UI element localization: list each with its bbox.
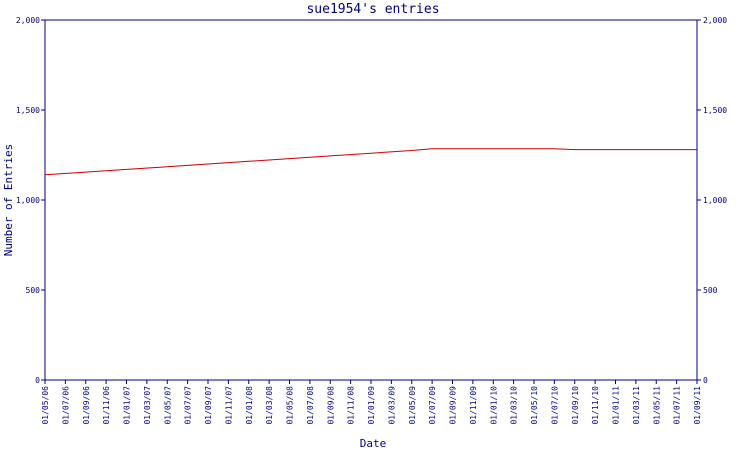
x-tick-label: 01/01/09	[367, 386, 376, 425]
y-tick-label-left: 2,000	[16, 16, 40, 25]
y-tick-label-right: 2,000	[703, 16, 727, 25]
y-axis-title: Number of Entries	[2, 144, 15, 257]
series-layer	[44, 148, 697, 176]
x-tick-label: 01/07/10	[550, 386, 559, 425]
x-tick-label: 01/03/09	[387, 386, 396, 425]
x-tick-label: 01/07/06	[61, 386, 70, 425]
x-tick-label: 01/01/10	[489, 386, 498, 425]
y-tick-label-right: 500	[703, 286, 718, 295]
x-tick-label: 01/05/08	[286, 386, 295, 425]
x-tick-label: 01/05/10	[530, 386, 539, 425]
y-tick-label-left: 1,000	[16, 196, 40, 205]
x-tick-label: 01/03/07	[143, 386, 152, 425]
x-tick-label: 01/11/08	[347, 386, 356, 425]
x-tick-label: 01/07/09	[428, 386, 437, 425]
x-tick-label: 01/11/07	[224, 386, 233, 425]
series-line	[44, 148, 697, 176]
x-tick-label: 01/01/11	[612, 386, 621, 425]
y-tick-label-left: 500	[26, 286, 41, 295]
y-tick-label-right: 1,000	[703, 196, 727, 205]
plot-frame	[44, 19, 698, 381]
x-axis-title: Date	[360, 437, 387, 450]
chart-title: sue1954's entries	[306, 2, 439, 17]
x-tick-label: 01/09/09	[449, 386, 458, 425]
x-tick-label: 01/03/08	[265, 386, 274, 425]
x-tick-label: 01/01/08	[245, 386, 254, 425]
y-axis-left: 0 500 1,000 1,500 2,000	[16, 16, 45, 385]
x-tick-label: 01/09/08	[326, 386, 335, 425]
x-tick-label: 01/05/09	[408, 386, 417, 425]
x-tick-label: 01/03/10	[510, 386, 519, 425]
x-tick-label: 01/07/07	[184, 386, 193, 425]
y-axis-right: 0 500 1,000 1,500 2,000	[697, 16, 727, 385]
x-tick-label: 01/05/06	[41, 386, 50, 425]
x-tick-label: 01/09/06	[82, 386, 91, 425]
x-tick-label: 01/05/11	[652, 386, 661, 425]
x-tick-label: 01/11/06	[102, 386, 111, 425]
x-tick-label: 01/03/11	[632, 386, 641, 425]
y-tick-label-left: 1,500	[16, 106, 40, 115]
y-tick-label-right: 0	[703, 376, 708, 385]
x-tick-label: 01/09/10	[571, 386, 580, 425]
x-axis: 01/05/06 01/07/06 01/09/06 01/11/06 01/01/07…	[41, 380, 702, 425]
x-tick-label: 01/09/11	[693, 386, 702, 425]
x-tick-label: 01/11/10	[591, 386, 600, 425]
y-tick-label-left: 0	[35, 376, 40, 385]
x-tick-label: 01/07/11	[673, 386, 682, 425]
x-tick-label: 01/11/09	[469, 386, 478, 425]
x-tick-label: 01/05/07	[163, 386, 172, 425]
y-tick-label-right: 1,500	[703, 106, 727, 115]
x-tick-label: 01/09/07	[204, 386, 213, 425]
x-tick-label: 01/07/08	[306, 386, 315, 425]
x-tick-label: 01/01/07	[123, 386, 132, 425]
